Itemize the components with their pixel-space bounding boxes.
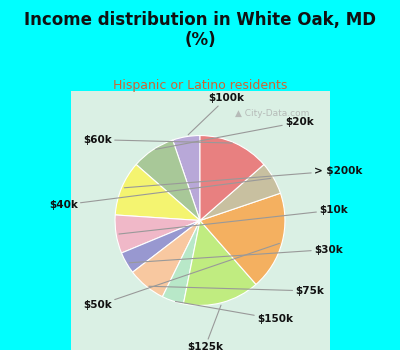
Text: $100k: $100k [188, 93, 244, 135]
Wedge shape [200, 193, 285, 284]
Text: $60k: $60k [83, 135, 232, 145]
Text: $125k: $125k [187, 305, 223, 350]
Wedge shape [184, 220, 256, 306]
Text: $40k: $40k [49, 178, 271, 210]
Text: Hispanic or Latino residents: Hispanic or Latino residents [113, 79, 287, 92]
Wedge shape [162, 220, 200, 304]
Text: $75k: $75k [149, 286, 324, 296]
Wedge shape [122, 220, 200, 272]
Text: $20k: $20k [156, 117, 314, 149]
Wedge shape [133, 220, 200, 297]
Text: ▲ City-Data.com: ▲ City-Data.com [235, 109, 310, 118]
Text: Income distribution in White Oak, MD
(%): Income distribution in White Oak, MD (%) [24, 10, 376, 49]
Text: $10k: $10k [119, 205, 348, 234]
Text: $50k: $50k [83, 243, 280, 310]
Wedge shape [136, 140, 200, 220]
Wedge shape [173, 135, 200, 220]
Text: > $200k: > $200k [124, 166, 362, 188]
Text: $150k: $150k [176, 301, 293, 324]
Wedge shape [115, 215, 200, 253]
Wedge shape [200, 135, 264, 220]
Wedge shape [200, 164, 280, 220]
Text: $30k: $30k [129, 245, 343, 263]
FancyBboxPatch shape [70, 91, 330, 350]
Wedge shape [115, 164, 200, 220]
